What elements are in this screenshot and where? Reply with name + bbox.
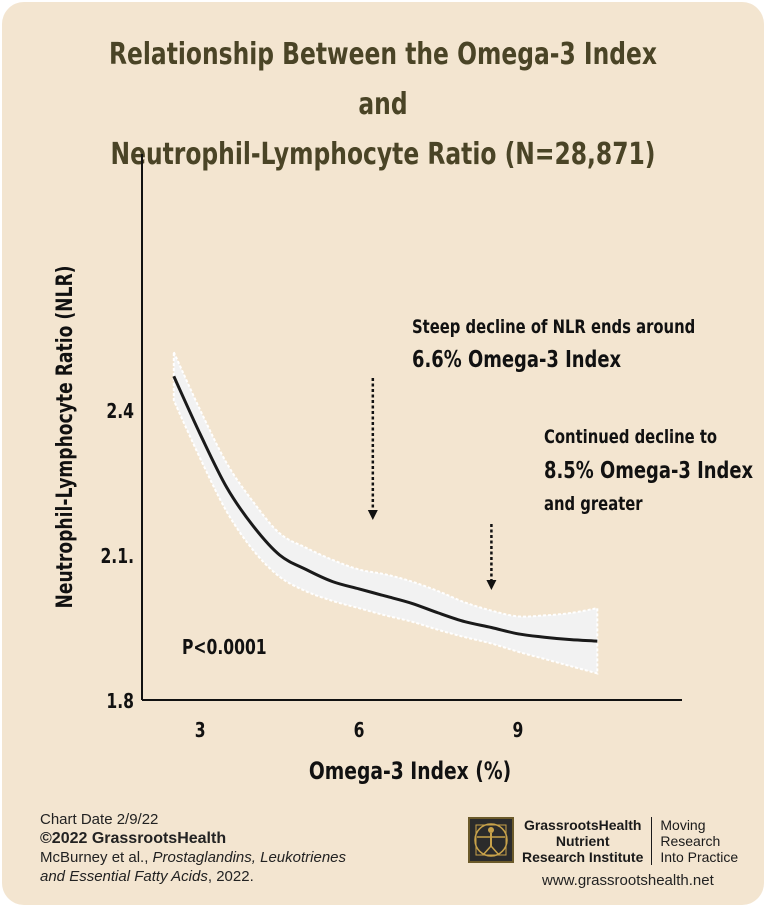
annotation-1-line-2: 6.6% Omega-3 Index	[412, 346, 621, 373]
y-tick-label: 2.1.	[100, 545, 134, 568]
annotation-2-arrowhead	[486, 580, 497, 590]
x-tick-label: 6	[354, 719, 365, 742]
citation-year: , 2022.	[207, 868, 254, 885]
p-value-label: P<0.0001	[182, 636, 267, 659]
nlr-curve	[172, 375, 598, 643]
x-tick-labels: 3 6 9	[195, 719, 524, 742]
citation-authors: McBurney et al.,	[40, 849, 153, 866]
org-tagline: Moving Research Into Practice	[660, 817, 738, 865]
org-logo: GrassrootsHealth Nutrient Research Insti…	[468, 817, 738, 865]
tagline-line-3: Into Practice	[660, 849, 739, 865]
y-tick-labels: 1.8 2.1. 2.4	[100, 400, 134, 713]
confidence-band	[172, 351, 599, 675]
citation-line-1: McBurney et al., Prostaglandins, Leukotr…	[40, 848, 346, 867]
vitruvian-man-icon	[468, 817, 514, 863]
annotation-1-line-1: Steep decline of NLR ends around	[412, 316, 695, 338]
annotation-2-line-1: Continued decline to	[544, 426, 717, 448]
website-link[interactable]: www.grassrootshealth.net	[542, 872, 714, 889]
y-tick-label: 2.4	[106, 400, 134, 423]
citation-journal-2: and Essential Fatty Acids	[40, 868, 208, 885]
copyright: ©2022 GrassrootsHealth	[40, 830, 227, 847]
org-name-line-2: Nutrient	[555, 833, 610, 849]
footer-citation: Chart Date 2/9/22 ©2022 GrassrootsHealth…	[40, 810, 346, 886]
chart-title: Relationship Between the Omega-3 Index a…	[86, 30, 680, 180]
chart-date: Chart Date 2/9/22	[40, 811, 159, 828]
org-name: GrassrootsHealth Nutrient Research Insti…	[522, 817, 653, 865]
y-axis-label: Neutrophil-Lymphocyte Ratio (NLR)	[52, 265, 78, 608]
x-tick-label: 9	[512, 719, 523, 742]
tagline-line-1: Moving	[660, 817, 706, 833]
title-line-1: Relationship Between the Omega-3 Index a…	[109, 37, 657, 122]
x-tick-label: 3	[195, 719, 206, 742]
annotation-1-arrowhead	[367, 510, 378, 520]
y-tick-label: 1.8	[106, 690, 134, 713]
title-line-2: Neutrophil-Lymphocyte Ratio (N=28,871)	[110, 137, 656, 172]
citation-journal-1: Prostaglandins, Leukotrienes	[152, 849, 347, 866]
citation-line-2: and Essential Fatty Acids, 2022.	[40, 867, 346, 886]
annotation-2-line-2: 8.5% Omega-3 Index	[544, 457, 753, 484]
org-name-line-1: GrassrootsHealth	[523, 817, 642, 833]
annotation-2-line-3: and greater	[544, 493, 643, 515]
tagline-line-2: Research	[660, 833, 721, 849]
org-name-line-3: Research Institute	[522, 849, 644, 865]
x-axis-label: Omega-3 Index (%)	[309, 758, 511, 786]
